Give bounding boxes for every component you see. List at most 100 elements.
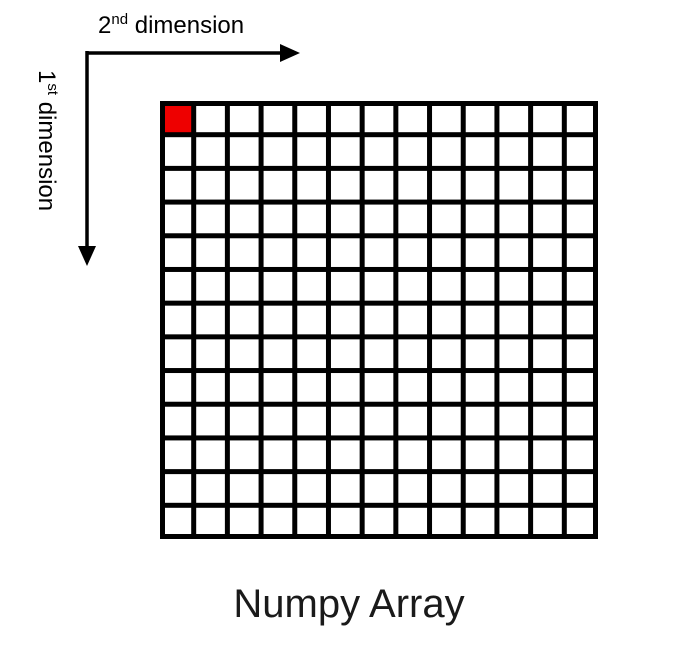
array-cell xyxy=(229,238,259,267)
array-cell xyxy=(364,204,394,234)
second-dimension-number: 2 xyxy=(98,12,111,39)
array-cell xyxy=(196,106,225,133)
array-cell xyxy=(465,305,495,335)
array-cell xyxy=(364,106,394,133)
array-cell xyxy=(465,339,495,369)
array-cell xyxy=(432,106,461,133)
array-cell xyxy=(566,339,593,369)
array-cell xyxy=(229,373,259,402)
array-cell xyxy=(465,507,495,534)
array-cell xyxy=(465,204,495,234)
array-cell xyxy=(465,137,495,166)
array-cell xyxy=(297,137,326,166)
array-cell xyxy=(499,170,529,200)
array-cell xyxy=(330,271,360,301)
array-cell xyxy=(364,339,394,369)
array-cell xyxy=(432,137,461,166)
array-cell xyxy=(566,238,593,267)
highlighted-array-cell xyxy=(165,106,192,133)
array-cell xyxy=(196,137,225,166)
array-cell xyxy=(398,373,428,402)
array-cell xyxy=(330,106,360,133)
array-cell xyxy=(263,339,293,369)
array-cell xyxy=(297,106,326,133)
array-cell xyxy=(196,204,225,234)
array-cell xyxy=(398,305,428,335)
array-cell xyxy=(297,339,326,369)
array-cell xyxy=(432,474,461,503)
array-cell xyxy=(398,339,428,369)
array-cell xyxy=(165,406,192,436)
second-dimension-arrow xyxy=(86,44,300,62)
array-cell xyxy=(165,271,192,301)
array-cell xyxy=(165,440,192,470)
array-cell xyxy=(263,406,293,436)
array-cell xyxy=(263,238,293,267)
array-cell xyxy=(330,339,360,369)
second-dimension-word: dimension xyxy=(128,12,244,39)
array-cell xyxy=(364,373,394,402)
array-cell xyxy=(432,507,461,534)
array-cell xyxy=(566,271,593,301)
array-cell xyxy=(398,474,428,503)
array-cell xyxy=(533,339,562,369)
array-cell xyxy=(364,305,394,335)
array-cell xyxy=(364,440,394,470)
array-cell xyxy=(566,204,593,234)
array-cell xyxy=(297,271,326,301)
array-cell xyxy=(297,373,326,402)
array-cell xyxy=(330,507,360,534)
array-cell xyxy=(297,440,326,470)
array-cell xyxy=(398,507,428,534)
array-cell xyxy=(398,406,428,436)
array-cell xyxy=(196,305,225,335)
array-cell xyxy=(465,406,495,436)
array-cell xyxy=(196,339,225,369)
array-cell xyxy=(297,204,326,234)
array-cell xyxy=(465,474,495,503)
first-dimension-number: 1 xyxy=(33,70,60,83)
array-cell xyxy=(499,305,529,335)
array-cell xyxy=(364,406,394,436)
array-cell xyxy=(263,271,293,301)
array-cell xyxy=(229,339,259,369)
array-cell xyxy=(330,406,360,436)
array-cell xyxy=(499,507,529,534)
array-cell xyxy=(165,339,192,369)
array-cell xyxy=(398,440,428,470)
array-cell xyxy=(566,137,593,166)
array-cell xyxy=(364,137,394,166)
array-cell xyxy=(533,204,562,234)
diagram-caption: Numpy Array xyxy=(233,582,464,626)
array-cell xyxy=(263,507,293,534)
array-cell xyxy=(499,238,529,267)
array-cell xyxy=(330,474,360,503)
array-cell xyxy=(465,106,495,133)
array-cell xyxy=(398,271,428,301)
array-cell xyxy=(566,305,593,335)
array-cell xyxy=(432,440,461,470)
array-cell xyxy=(196,440,225,470)
array-cell xyxy=(297,474,326,503)
array-cell xyxy=(533,406,562,436)
array-cell xyxy=(297,507,326,534)
array-cell xyxy=(499,474,529,503)
array-cell xyxy=(364,170,394,200)
array-cell xyxy=(533,238,562,267)
array-cell xyxy=(196,406,225,436)
array-cell xyxy=(229,271,259,301)
array-cell xyxy=(432,373,461,402)
array-cell xyxy=(364,474,394,503)
array-cell xyxy=(263,474,293,503)
array-cell xyxy=(263,106,293,133)
array-cell xyxy=(364,238,394,267)
array-cell xyxy=(165,204,192,234)
array-cell xyxy=(330,373,360,402)
array-cell xyxy=(533,305,562,335)
array-cell xyxy=(398,238,428,267)
array-cell xyxy=(330,305,360,335)
first-dimension-word: dimension xyxy=(33,95,60,211)
array-cell xyxy=(533,507,562,534)
array-cell xyxy=(566,106,593,133)
first-dimension-suffix: st xyxy=(44,83,61,96)
